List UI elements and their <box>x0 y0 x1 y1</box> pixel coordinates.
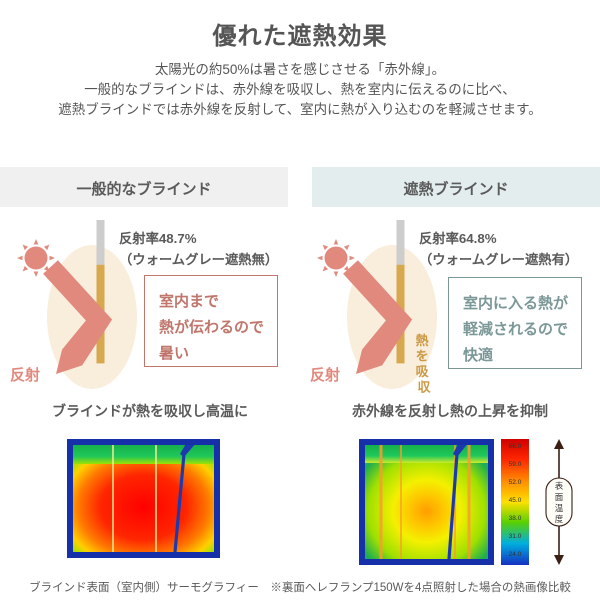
svg-text:度: 度 <box>555 514 564 524</box>
svg-text:熱 を 吸 収: 熱 を 吸 収 <box>416 333 433 395</box>
svg-text:面: 面 <box>555 492 564 502</box>
svg-text:38.0: 38.0 <box>509 515 522 522</box>
svg-text:59.0: 59.0 <box>509 461 522 468</box>
svg-text:反射: 反射 <box>10 366 40 384</box>
svg-text:反射: 反射 <box>310 366 340 384</box>
svg-text:52.0: 52.0 <box>509 479 522 486</box>
svg-text:31.0: 31.0 <box>509 533 522 540</box>
svg-text:表: 表 <box>555 481 564 491</box>
svg-text:45.0: 45.0 <box>509 497 522 504</box>
svg-text:66.0: 66.0 <box>509 443 522 450</box>
svg-text:温: 温 <box>555 503 564 513</box>
svg-text:24.0: 24.0 <box>509 551 522 558</box>
